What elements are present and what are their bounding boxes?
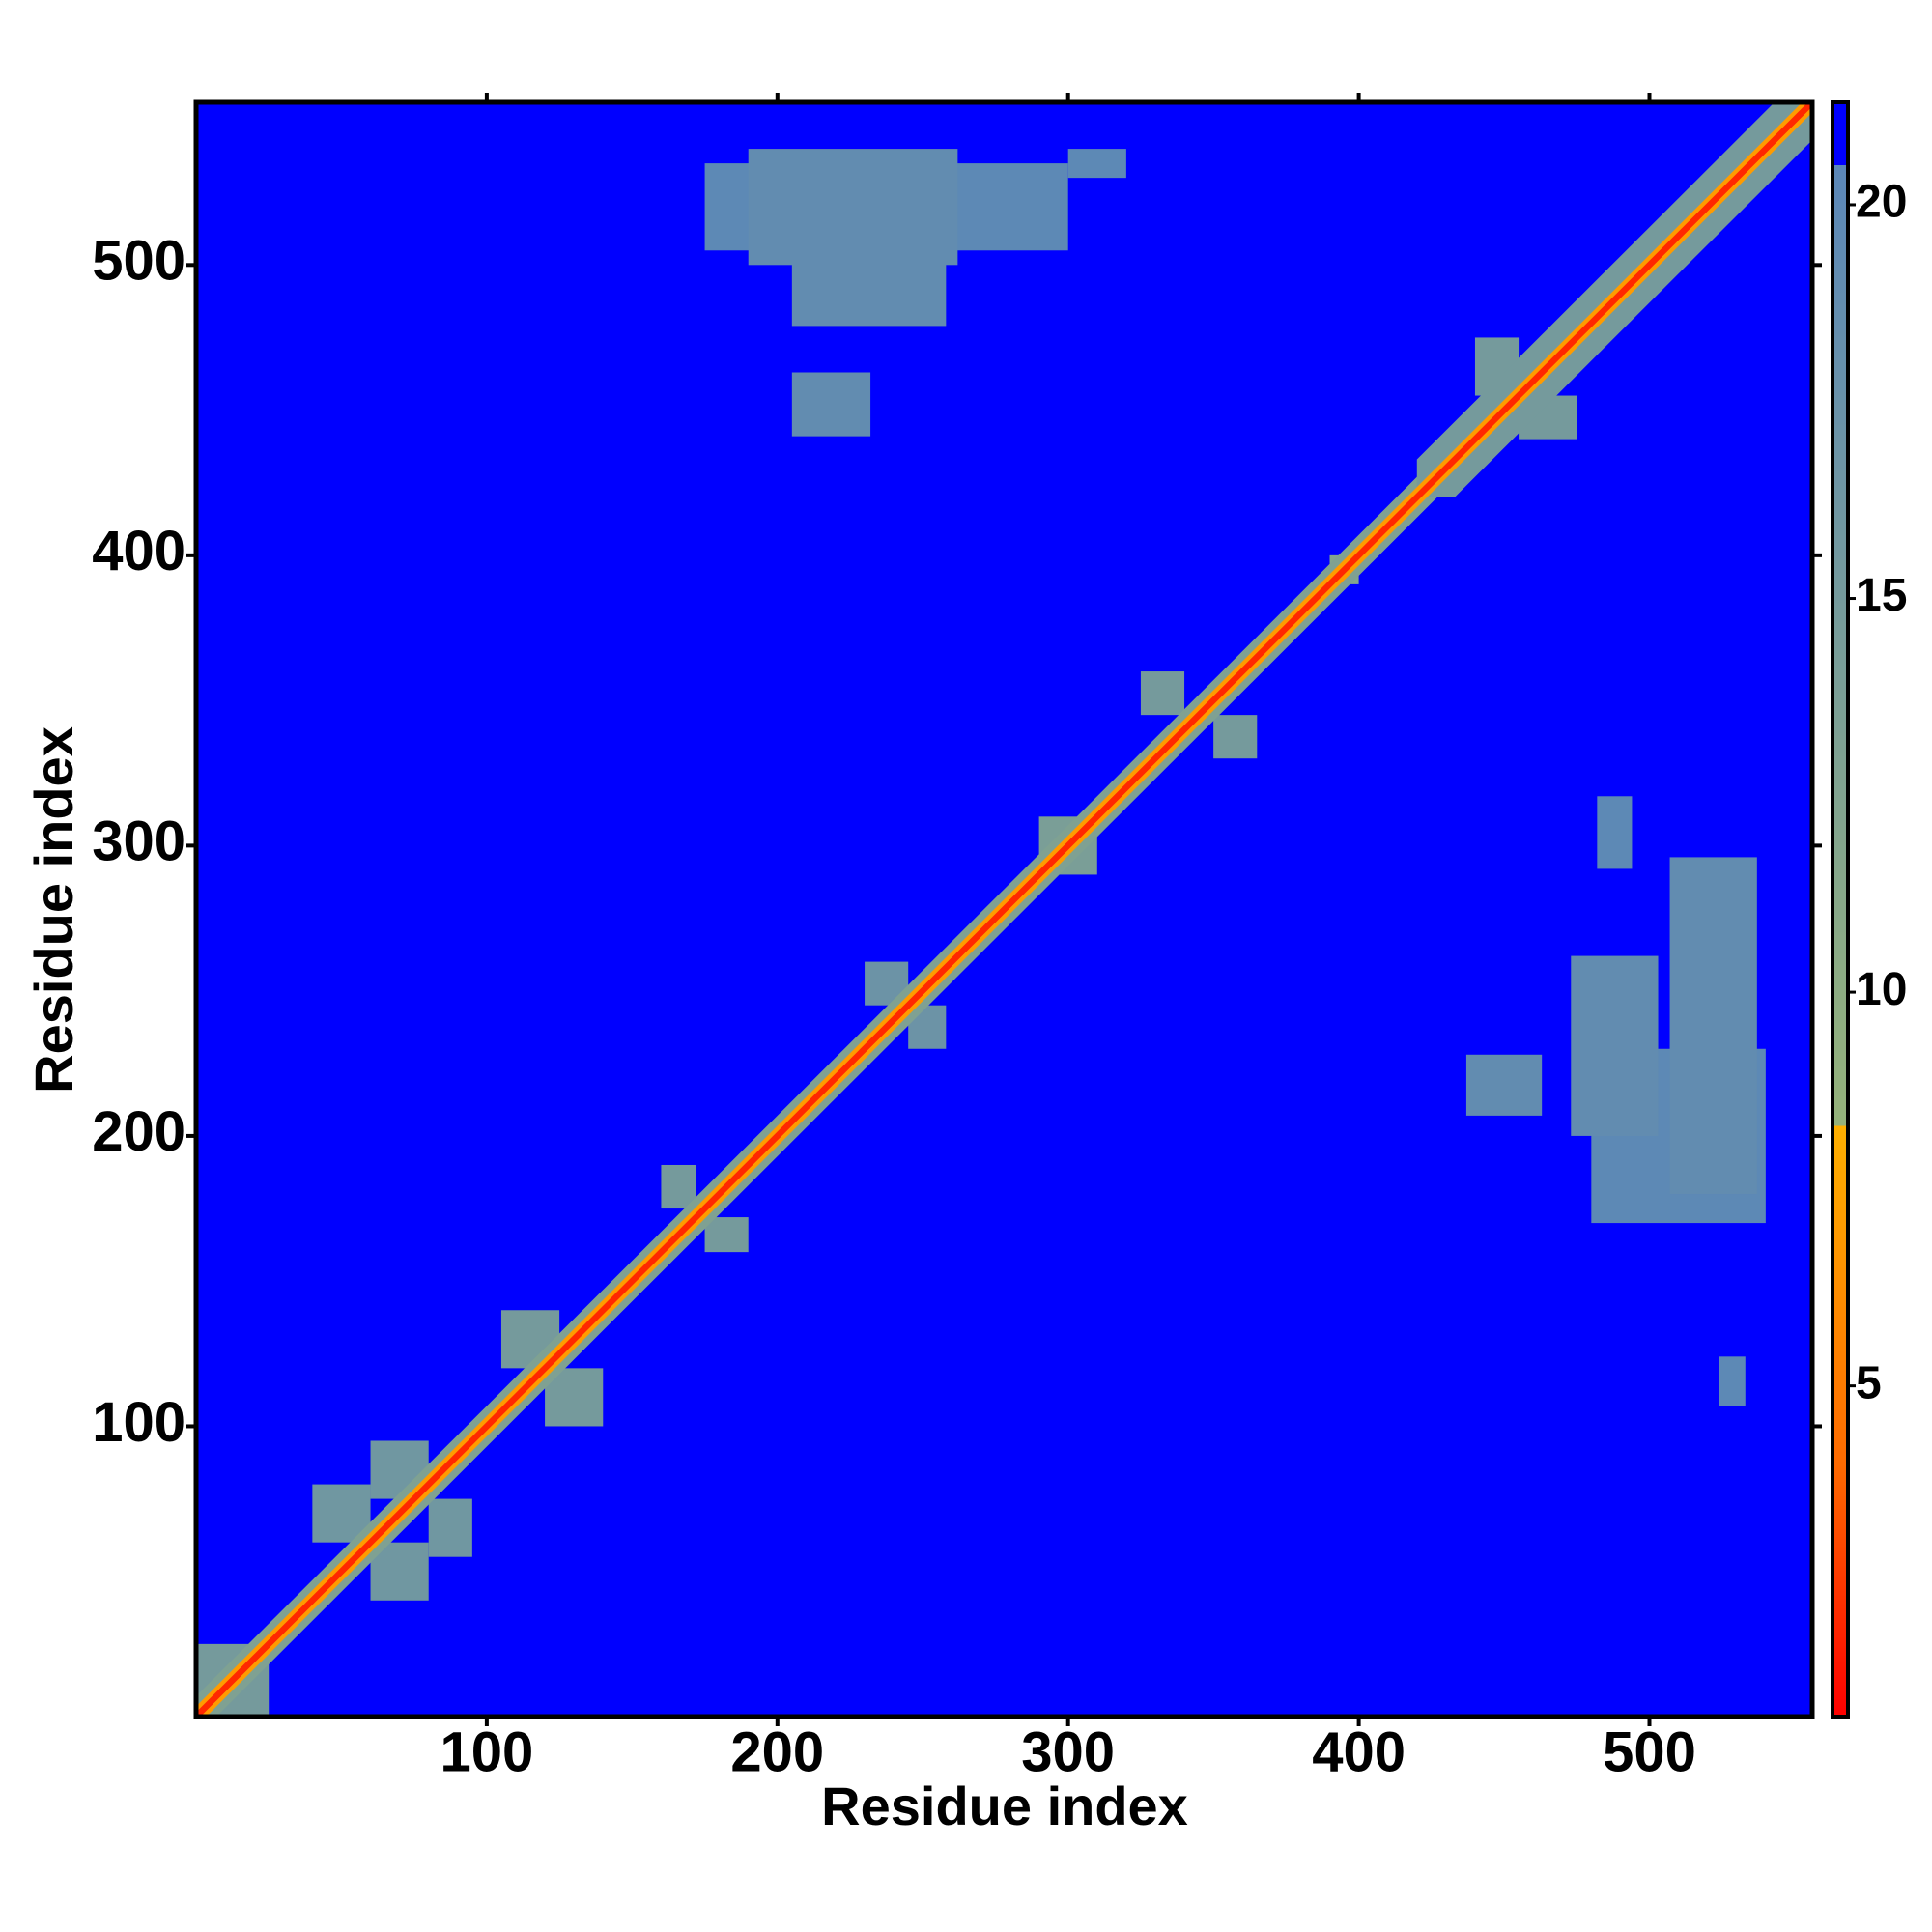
heat-cell: [1213, 715, 1258, 759]
heat-cell: [704, 1217, 749, 1253]
heat-cell: [1719, 1356, 1746, 1406]
heat-cell: [1140, 671, 1185, 716]
heat-cell: [748, 149, 958, 266]
y-tick-label: 300: [92, 810, 185, 873]
y-tick-label: 100: [92, 1391, 185, 1454]
heat-cell: [428, 1498, 472, 1557]
x-tick-label: 400: [1312, 1720, 1406, 1783]
x-tick-label: 200: [730, 1720, 824, 1783]
heat-cell: [1571, 955, 1659, 1136]
x-tick-label: 500: [1603, 1720, 1696, 1783]
colorbar-tick-label: 5: [1856, 1357, 1882, 1408]
heatmap: [196, 102, 1812, 1717]
plot-frame: [193, 99, 1815, 1719]
colorbar-tick-label: 10: [1856, 964, 1907, 1015]
x-tick-label: 100: [440, 1720, 534, 1783]
colorbar-tick-label: 15: [1856, 570, 1907, 621]
y-tick-label: 500: [92, 230, 185, 293]
colorbar-tick-label: 20: [1856, 177, 1907, 228]
x-axis-title: Residue index: [821, 1776, 1188, 1836]
y-tick-label: 400: [92, 520, 185, 582]
heat-cell: [661, 1164, 696, 1209]
heat-cell: [1067, 149, 1126, 179]
diagonal-band: [196, 102, 1812, 1717]
y-tick-label: 200: [92, 1100, 185, 1163]
heat-cell: [1465, 1054, 1543, 1116]
heat-cell: [791, 372, 871, 437]
colorbar: [1831, 100, 1850, 1719]
x-tick-label: 300: [1021, 1720, 1115, 1783]
heat-cell: [1669, 857, 1757, 1195]
y-axis-title: Residue index: [23, 726, 84, 1094]
heat-cell: [791, 250, 947, 327]
heat-cell: [1597, 796, 1633, 869]
